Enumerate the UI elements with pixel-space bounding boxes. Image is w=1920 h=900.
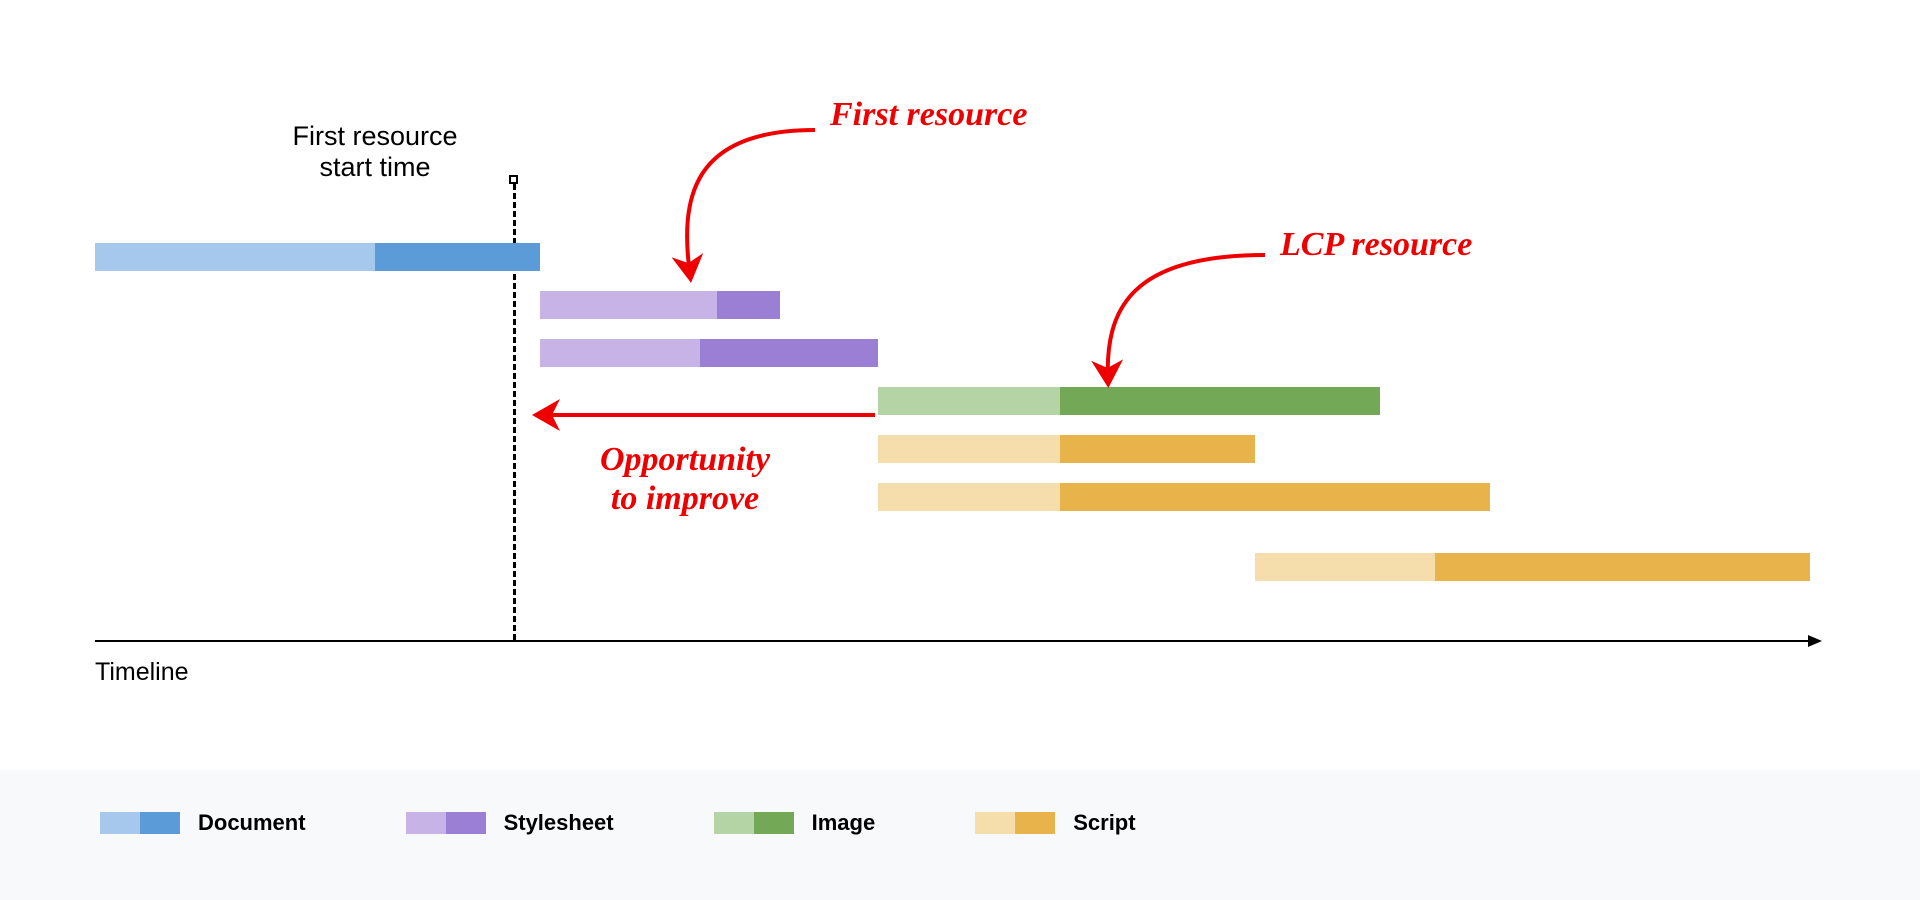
legend-label-document: Document (198, 810, 306, 836)
bar-script1-wait (878, 435, 1060, 463)
bar-stylesheet2-wait (540, 339, 700, 367)
bar-script2-wait (878, 483, 1060, 511)
bar-script2-download (1060, 483, 1490, 511)
bar-stylesheet2-download (700, 339, 878, 367)
legend-swatch-stylesheet (406, 812, 486, 834)
annotation-lcp-resource: LCP resource (1280, 225, 1472, 264)
timeline-arrowhead (1808, 635, 1822, 647)
legend-item-image: Image (714, 810, 876, 836)
legend-swatch-image (714, 812, 794, 834)
marker-label: First resource start time (245, 90, 505, 183)
bar-image-lcp-download (1060, 387, 1380, 415)
legend-label-image: Image (812, 810, 876, 836)
bar-script3-download (1435, 553, 1810, 581)
arrow-lcp-resource (1108, 255, 1265, 380)
bar-stylesheet1-wait (540, 291, 717, 319)
marker-handle (509, 175, 518, 184)
legend-label-script: Script (1073, 810, 1135, 836)
legend-item-stylesheet: Stylesheet (406, 810, 614, 836)
bar-document-wait (95, 243, 375, 271)
timeline-axis (95, 640, 1810, 642)
diagram-canvas: First resource start time Timeline First… (0, 0, 1920, 900)
annotation-opportunity: Opportunity to improve (600, 440, 770, 518)
legend-swatch-document (100, 812, 180, 834)
annotation-first-resource: First resource (830, 95, 1027, 134)
legend-label-stylesheet: Stylesheet (504, 810, 614, 836)
legend-item-script: Script (975, 810, 1135, 836)
legend-swatch-script (975, 812, 1055, 834)
bar-script3-wait (1255, 553, 1435, 581)
arrow-first-resource (687, 130, 815, 275)
legend: Document Stylesheet Image Script (0, 770, 1920, 900)
bar-script1-download (1060, 435, 1255, 463)
bar-image-lcp-wait (878, 387, 1060, 415)
marker-label-text: First resource start time (292, 121, 457, 182)
timeline-label: Timeline (95, 658, 189, 687)
bar-document-download (375, 243, 540, 271)
legend-item-document: Document (100, 810, 306, 836)
legend-items: Document Stylesheet Image Script (0, 770, 1920, 876)
timeline-label-text: Timeline (95, 658, 189, 686)
bar-stylesheet1-download (717, 291, 780, 319)
annotation-arrows (540, 130, 1265, 415)
